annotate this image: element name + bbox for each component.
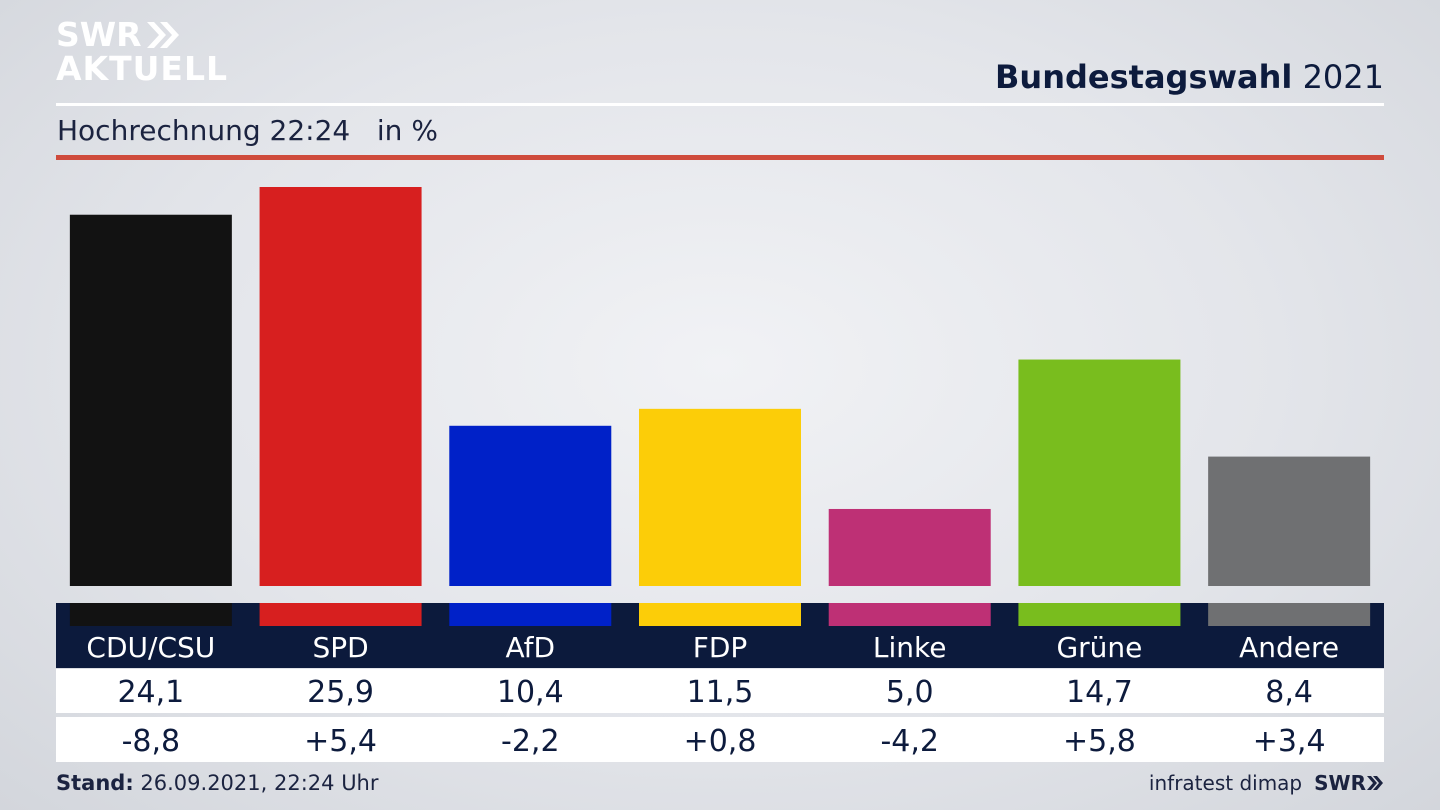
accent-rule — [56, 155, 1384, 160]
party-color-strip-4 — [828, 603, 991, 626]
stand-label: Stand: — [56, 771, 134, 795]
category-label-3: FDP — [693, 631, 748, 664]
change-label-6: +3,4 — [1253, 724, 1326, 759]
double-chevron-icon — [1367, 776, 1383, 790]
swr-footer-logo: SWR — [1314, 771, 1384, 795]
title-year: 2021 — [1302, 58, 1384, 96]
party-color-strip-6 — [1208, 603, 1371, 626]
logo-line2: AKTUELL — [56, 49, 229, 88]
party-color-strip-1 — [259, 603, 422, 626]
value-label-3: 11,5 — [687, 675, 754, 710]
result-row — [56, 669, 1384, 713]
value-label-4: 5,0 — [886, 675, 934, 710]
party-color-strip-3 — [639, 603, 801, 626]
party-color-strip-5 — [1018, 603, 1181, 626]
title-bold: Bundestagswahl — [995, 58, 1293, 96]
party-color-strip-2 — [449, 603, 612, 626]
value-label-1: 25,9 — [307, 675, 374, 710]
subtitle-unit: in % — [376, 114, 438, 147]
swr-aktuell-logo: SWR AKTUELL — [56, 18, 228, 86]
category-label-2: AfD — [505, 631, 555, 664]
bar-3 — [639, 408, 801, 586]
value-label-0: 24,1 — [117, 675, 184, 710]
change-label-2: -2,2 — [501, 724, 560, 759]
category-label-5: Grüne — [1056, 631, 1142, 664]
bar-1 — [259, 187, 422, 586]
party-color-strip-0 — [69, 603, 232, 626]
double-chevron-icon — [146, 22, 179, 48]
value-label-6: 8,4 — [1265, 675, 1313, 710]
bar-0 — [69, 214, 232, 586]
bar-6 — [1208, 456, 1371, 586]
stand-value: 26.09.2021, 22:24 Uhr — [140, 771, 379, 795]
category-label-6: Andere — [1239, 631, 1339, 664]
header-divider — [56, 103, 1384, 106]
chart-subtitle: Hochrechnung 22:24 in % — [57, 114, 438, 147]
change-label-5: +5,8 — [1063, 724, 1136, 759]
value-label-5: 14,7 — [1066, 675, 1133, 710]
page-title: Bundestagswahl 2021 — [995, 58, 1384, 96]
change-label-0: -8,8 — [122, 724, 181, 759]
change-label-1: +5,4 — [304, 724, 377, 759]
category-label-4: Linke — [873, 631, 947, 664]
change-row — [56, 717, 1384, 762]
brand-label: SWR — [1314, 771, 1366, 795]
bar-4 — [828, 508, 991, 586]
category-label-1: SPD — [312, 631, 368, 664]
category-label-0: CDU/CSU — [86, 631, 215, 664]
bar-5 — [1018, 359, 1181, 586]
change-label-4: -4,2 — [880, 724, 939, 759]
bar-2 — [449, 425, 612, 586]
subtitle-label: Hochrechnung 22:24 — [57, 114, 351, 147]
source-label: infratest dimap — [1148, 771, 1303, 795]
logo-line1: SWR — [56, 15, 142, 54]
source-credit: infratest dimap SWR — [1149, 771, 1384, 795]
value-label-2: 10,4 — [497, 675, 564, 710]
timestamp: Stand: 26.09.2021, 22:24 Uhr — [56, 771, 379, 795]
change-label-3: +0,8 — [684, 724, 757, 759]
